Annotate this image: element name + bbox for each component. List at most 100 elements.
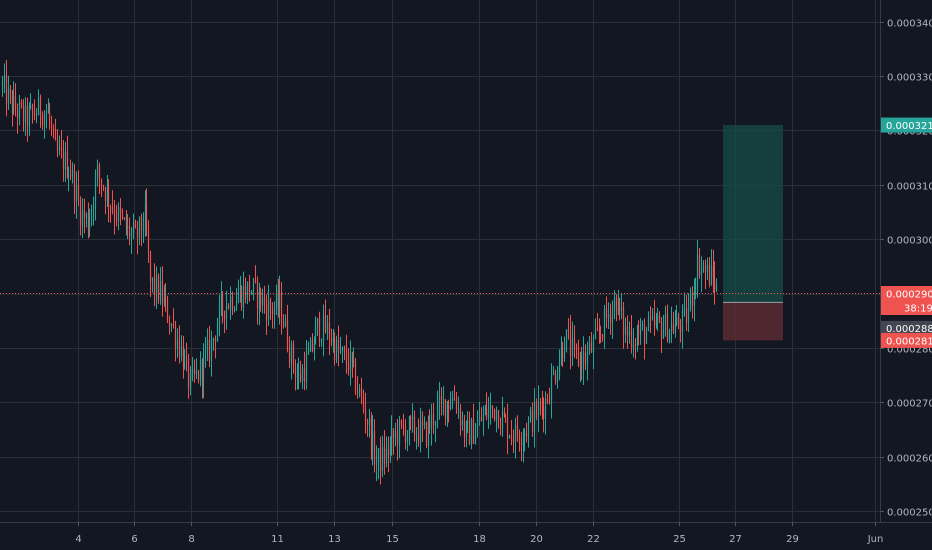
entry-badge-label: 0.0002884: [886, 324, 932, 335]
candle-body: [366, 420, 369, 426]
candle-body: [603, 308, 606, 339]
candle-body: [83, 210, 86, 218]
candle-body: [504, 416, 507, 418]
candle-body: [153, 277, 156, 294]
candle-body: [421, 420, 424, 426]
stop-zone[interactable]: [723, 302, 783, 341]
candle-body: [206, 339, 209, 350]
position-zones[interactable]: [723, 125, 783, 341]
candle-body: [573, 338, 576, 345]
current-price-badge-bg: [881, 286, 932, 315]
candle-body: [478, 417, 481, 424]
candle-body: [396, 430, 399, 445]
candle-body: [529, 410, 532, 420]
candle-body: [506, 417, 509, 439]
x-tick-label: 11: [271, 534, 284, 545]
candle-body: [128, 225, 131, 238]
candle-body: [537, 402, 540, 418]
candle-body: [527, 419, 530, 437]
candle-body: [28, 107, 31, 127]
candle-body: [533, 401, 536, 432]
candle-body: [710, 265, 713, 285]
candle-body: [419, 420, 422, 443]
candle-body: [273, 308, 276, 315]
price-axis-panel[interactable]: [880, 0, 932, 550]
candle-body: [214, 338, 217, 342]
candle-body: [189, 373, 192, 388]
candle-body: [265, 304, 268, 320]
candle-body: [223, 310, 226, 319]
candle-body: [409, 416, 412, 420]
candle-body: [440, 396, 443, 400]
candle-body: [546, 398, 549, 402]
candle-body: [303, 368, 306, 382]
candle-body: [31, 105, 34, 112]
candle-body: [577, 350, 580, 366]
candle-body: [658, 315, 661, 322]
candle-body: [700, 267, 703, 276]
candle-body: [364, 408, 367, 421]
candle-body: [343, 347, 346, 351]
candle-body: [660, 321, 663, 339]
x-tick-label: 4: [75, 534, 81, 545]
target-zone[interactable]: [723, 125, 783, 303]
x-tick-label: 20: [530, 534, 543, 545]
candle-body: [64, 151, 67, 170]
candle-body: [392, 430, 395, 438]
candle-body: [77, 185, 80, 201]
candle-body: [170, 323, 173, 327]
candle-body: [280, 292, 283, 323]
candle-body: [535, 401, 538, 418]
candle-body: [258, 288, 261, 309]
candle-body: [191, 368, 194, 374]
candle-body: [309, 339, 312, 352]
candle-body: [691, 293, 694, 307]
candle-body: [649, 317, 652, 319]
candle-body: [571, 338, 574, 356]
candle-body: [558, 362, 561, 376]
candle-body: [201, 359, 204, 382]
candle-body: [683, 308, 686, 310]
candle-body: [81, 210, 84, 227]
candle-body: [362, 396, 365, 409]
candle-body: [87, 214, 90, 231]
candle-body: [324, 314, 327, 333]
candle-body: [510, 435, 513, 437]
candle-body: [628, 331, 631, 336]
candle-body: [666, 313, 669, 342]
candle-body: [715, 284, 718, 291]
candle-body: [125, 218, 128, 230]
candle-body: [269, 300, 272, 311]
candle-body: [220, 294, 223, 303]
candle-body: [632, 344, 635, 348]
candle-body: [605, 308, 608, 318]
candle-body: [79, 200, 82, 227]
candle-body: [370, 417, 373, 452]
candle-body: [708, 264, 711, 285]
candle-body: [712, 265, 715, 278]
candle-body: [109, 206, 112, 208]
candle-body: [525, 433, 528, 437]
candle-body: [180, 346, 183, 356]
candle-body: [126, 225, 129, 230]
candle-body: [579, 356, 582, 366]
candle-body: [560, 346, 563, 363]
candle-body: [387, 448, 390, 456]
candle-body: [617, 297, 620, 315]
candle-body: [444, 399, 447, 418]
candle-body: [582, 352, 585, 370]
candle-body: [465, 423, 468, 437]
candle-body: [704, 266, 707, 273]
candle-body: [161, 281, 164, 304]
candle-body: [199, 359, 202, 381]
candle-body: [626, 326, 629, 336]
candle-body: [434, 421, 437, 426]
candle-body: [651, 315, 654, 319]
candle-body: [375, 462, 378, 465]
candle-body: [495, 410, 498, 420]
candle-body: [172, 323, 175, 326]
candle-body: [284, 319, 287, 327]
